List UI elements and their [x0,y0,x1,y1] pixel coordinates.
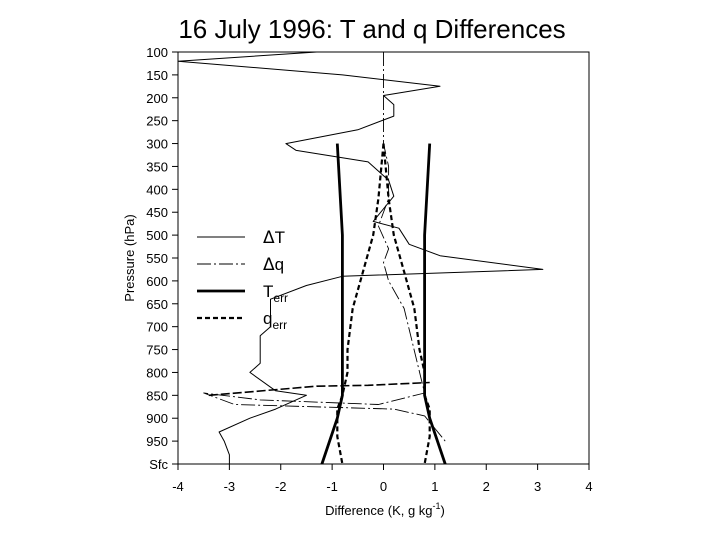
y-tick-label: 950 [146,434,168,449]
y-tick-label: 100 [146,45,168,60]
x-tick-label: 4 [585,479,592,494]
legend-label: Terr [263,282,288,305]
y-tick-label: 650 [146,297,168,312]
y-tick-label: 600 [146,274,168,289]
x-axis-label: Difference (K, g kg-1) [325,501,445,518]
y-tick-label: 550 [146,251,168,266]
x-axis: -4 -3 -2 -1 0 1 2 3 4 [172,464,593,494]
legend-label: ΔT [263,228,285,248]
series-line-6 [208,381,430,397]
series-line-1 [203,52,446,442]
series-line-0 [177,51,544,464]
y-tick-label: 150 [146,68,168,83]
y-tick-label: 300 [146,137,168,152]
y-tick-label: 200 [146,91,168,106]
series-layer [177,51,544,465]
x-tick-label: -4 [172,479,184,494]
y-tick-label: 800 [146,365,168,380]
y-tick-label: 350 [146,159,168,174]
y-axis: 100 150 200 250 300 350 400 450 500 550 600 650 700 7… [146,45,178,472]
y-tick-label: Sfc [149,457,168,472]
x-tick-label: -2 [275,479,287,494]
legend-label: qerr [263,309,287,332]
y-tick-label: 400 [146,182,168,197]
x-tick-label: -1 [326,479,338,494]
y-tick-label: 500 [146,228,168,243]
y-tick-label: 250 [146,114,168,129]
series-line-5 [423,143,447,465]
y-tick-label: 750 [146,343,168,358]
x-tick-label: 2 [483,479,490,494]
legend: ΔT Δq Terr qerr [197,228,288,332]
y-tick-label: 850 [146,388,168,403]
y-tick-label: 450 [146,205,168,220]
x-tick-label: 0 [380,479,387,494]
series-line-2 [320,143,344,465]
x-tick-label: 1 [431,479,438,494]
y-tick-label: 700 [146,320,168,335]
legend-label: Δq [263,255,284,275]
series-line-4 [382,143,431,465]
x-tick-label: 3 [534,479,541,494]
y-tick-label: 900 [146,411,168,426]
chart-title: 16 July 1996: T and q Differences [178,14,565,44]
y-axis-label: Pressure (hPa) [122,214,137,301]
series-line-3 [336,143,385,465]
x-tick-label: -3 [224,479,236,494]
